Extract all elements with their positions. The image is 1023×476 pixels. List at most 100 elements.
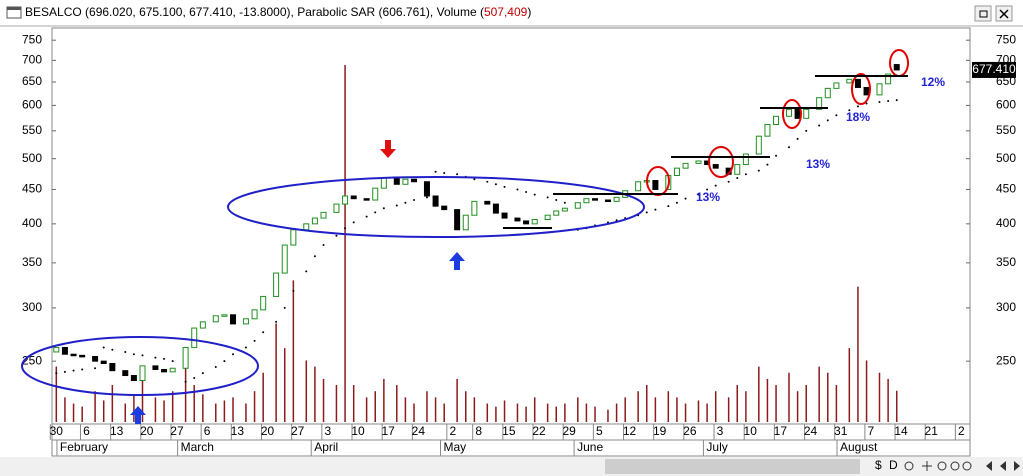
title-end: )	[527, 5, 531, 19]
sar-dot	[275, 320, 278, 323]
sar-dot	[374, 211, 377, 214]
y-tick-label-right: 450	[996, 182, 1016, 196]
candle-body	[139, 365, 146, 381]
candle-body	[169, 367, 176, 373]
sar-dot	[757, 169, 760, 172]
scroll-thumb[interactable]	[605, 459, 860, 474]
zoom-in-icon[interactable]	[950, 461, 960, 471]
candle-body	[333, 203, 340, 213]
x-tick-label: 6	[204, 424, 211, 438]
chart-title: BESALCO (696.020, 675.100, 677.410, -13.…	[25, 5, 531, 19]
sar-dot	[796, 137, 799, 140]
zoom-icon[interactable]	[904, 461, 914, 471]
toolbar-d[interactable]: D	[889, 458, 898, 472]
sar-dot	[292, 289, 295, 292]
y-tick-label-right: 750	[996, 32, 1016, 46]
sar-dot	[244, 346, 247, 349]
candle-body	[531, 219, 538, 225]
sar-dot	[365, 215, 368, 218]
sar-dot	[81, 368, 84, 371]
candle-body	[221, 314, 228, 317]
y-tick-label: 600	[22, 98, 42, 112]
x-tick-label: 10	[744, 424, 758, 438]
title-bar	[0, 0, 1023, 24]
annotation: 18%	[846, 110, 870, 124]
scroll-arrows[interactable]	[986, 461, 1020, 471]
x-tick-label: 8	[475, 424, 482, 438]
x-tick-label: 24	[804, 424, 818, 438]
zoom-out-icon[interactable]	[937, 461, 947, 471]
candle-body	[260, 295, 267, 311]
restore-button[interactable]	[974, 5, 992, 22]
sar-dot	[184, 380, 187, 383]
candle-body	[350, 195, 357, 200]
sar-dot	[615, 219, 618, 222]
candle-body	[673, 167, 680, 176]
last-price-box	[972, 61, 1016, 78]
sar-dot	[283, 306, 286, 309]
candle-body	[109, 363, 116, 372]
sar-dot	[706, 188, 709, 191]
candle-body	[61, 346, 68, 355]
candle-body	[191, 327, 198, 348]
y-tick-label: 700	[22, 53, 42, 67]
toolbar-icons	[904, 461, 972, 471]
sar-dot	[818, 124, 821, 127]
sar-dot	[102, 346, 105, 349]
candle-body	[70, 353, 77, 357]
sar-dot	[486, 180, 489, 183]
y-tick-label: 650	[22, 74, 42, 88]
candle-body	[833, 82, 840, 89]
y-tick-label: 300	[22, 300, 42, 314]
x-tick-label: 20	[140, 424, 154, 438]
sar-dot	[697, 193, 700, 196]
x-tick-label: 26	[683, 424, 697, 438]
x-tick-label: 15	[502, 424, 516, 438]
x-tick-label: 13	[231, 424, 245, 438]
candle-body	[92, 356, 99, 362]
candle-body	[785, 108, 792, 117]
candle-body	[863, 86, 870, 96]
sar-dot	[382, 207, 385, 210]
sar-dot	[826, 119, 829, 122]
sar-dot	[141, 354, 144, 357]
candle-body	[273, 272, 280, 297]
x-tick-label: 22	[532, 424, 546, 438]
candle-body	[290, 229, 297, 246]
y-tick-label-right: 350	[996, 255, 1016, 269]
candle-body	[854, 78, 861, 88]
zoom-reset-icon[interactable]	[962, 461, 972, 471]
sar-dot	[395, 204, 398, 207]
sar-dot	[835, 114, 838, 117]
sar-dot	[456, 173, 459, 176]
candle-body	[712, 164, 719, 169]
y-tick-label: 350	[22, 255, 42, 269]
candle-body	[311, 217, 318, 225]
x-tick-label: 2	[449, 424, 456, 438]
sar-dot	[404, 201, 407, 204]
sar-dot	[675, 201, 678, 204]
month-label: February	[60, 440, 108, 454]
move-icon[interactable]	[922, 461, 932, 471]
sar-dot	[654, 208, 657, 211]
sar-dot	[232, 353, 235, 356]
sar-dot	[223, 360, 226, 363]
candle-body	[281, 244, 288, 274]
sar-dot	[434, 170, 437, 173]
x-tick-label: 5	[596, 424, 603, 438]
candle-body	[363, 198, 370, 201]
sar-dot	[645, 211, 648, 214]
y-tick-label: 450	[22, 182, 42, 196]
sar-dot	[72, 369, 75, 372]
candle-body	[876, 83, 883, 96]
sar-dot	[727, 180, 730, 183]
close-icon	[999, 9, 1009, 19]
sar-dot	[262, 331, 265, 334]
toolbar-dollar[interactable]: $	[875, 458, 882, 472]
red-arrow	[380, 140, 396, 158]
blue-arrow	[449, 252, 465, 270]
y-tick-label: 400	[22, 216, 42, 230]
y-tick-label: 750	[22, 32, 42, 46]
x-tick-label: 3	[324, 424, 331, 438]
